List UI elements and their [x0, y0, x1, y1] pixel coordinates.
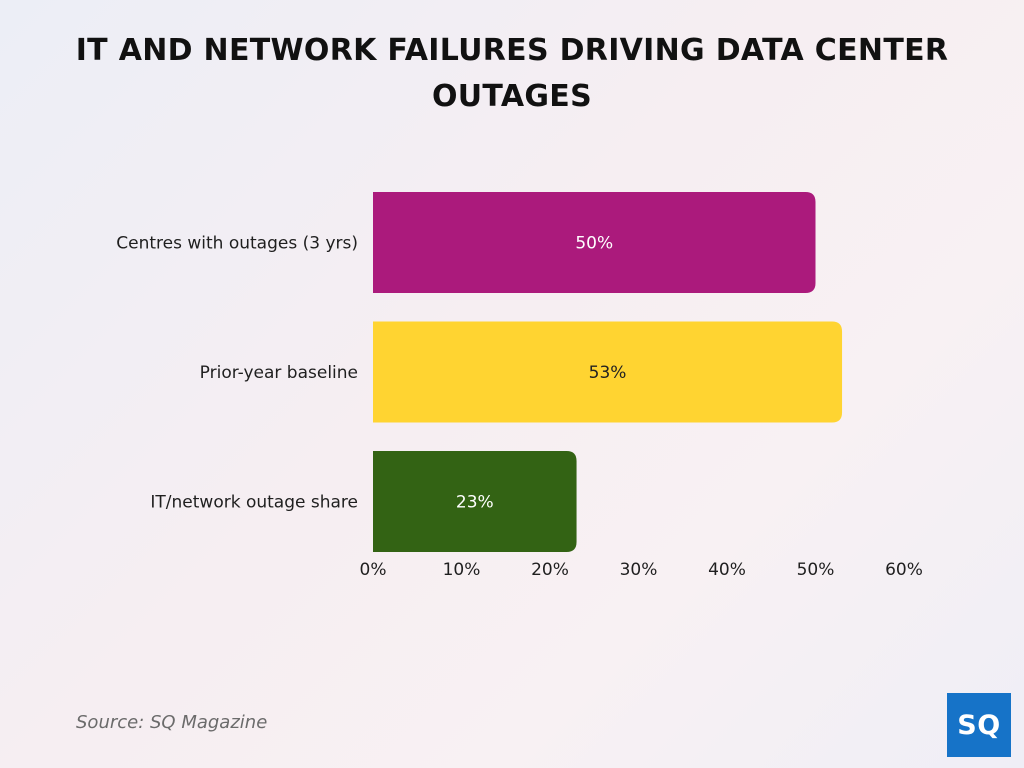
bar [373, 321, 843, 423]
x-tick-label: 30% [620, 560, 658, 580]
bar-value-label: 23% [456, 493, 494, 513]
x-tick-label: 40% [708, 560, 746, 580]
x-tick-label: 10% [443, 560, 481, 580]
x-tick-label: 0% [360, 560, 387, 580]
sq-magazine-logo: SQ [947, 693, 1011, 757]
x-tick-label: 60% [885, 560, 923, 580]
bar-group: 23% IT/network outage share [150, 451, 577, 552]
chart-title: IT AND NETWORK FAILURES DRIVING DATA CEN… [75, 33, 949, 114]
bar-group: 53% Prior-year baseline [200, 321, 843, 423]
bar-value-label: 50% [575, 234, 613, 254]
category-label: IT/network outage share [150, 493, 358, 513]
category-label: Prior-year baseline [200, 363, 358, 383]
bar-value-label: 53% [589, 363, 627, 383]
category-label: Centres with outages (3 yrs) [116, 234, 358, 254]
source-note: Source: SQ Magazine [76, 712, 268, 733]
x-tick-label: 50% [797, 560, 835, 580]
bar [373, 192, 816, 293]
bar [373, 451, 577, 552]
x-tick-label: 20% [531, 560, 569, 580]
bar-group: 50% Centres with outages (3 yrs) [116, 192, 816, 293]
